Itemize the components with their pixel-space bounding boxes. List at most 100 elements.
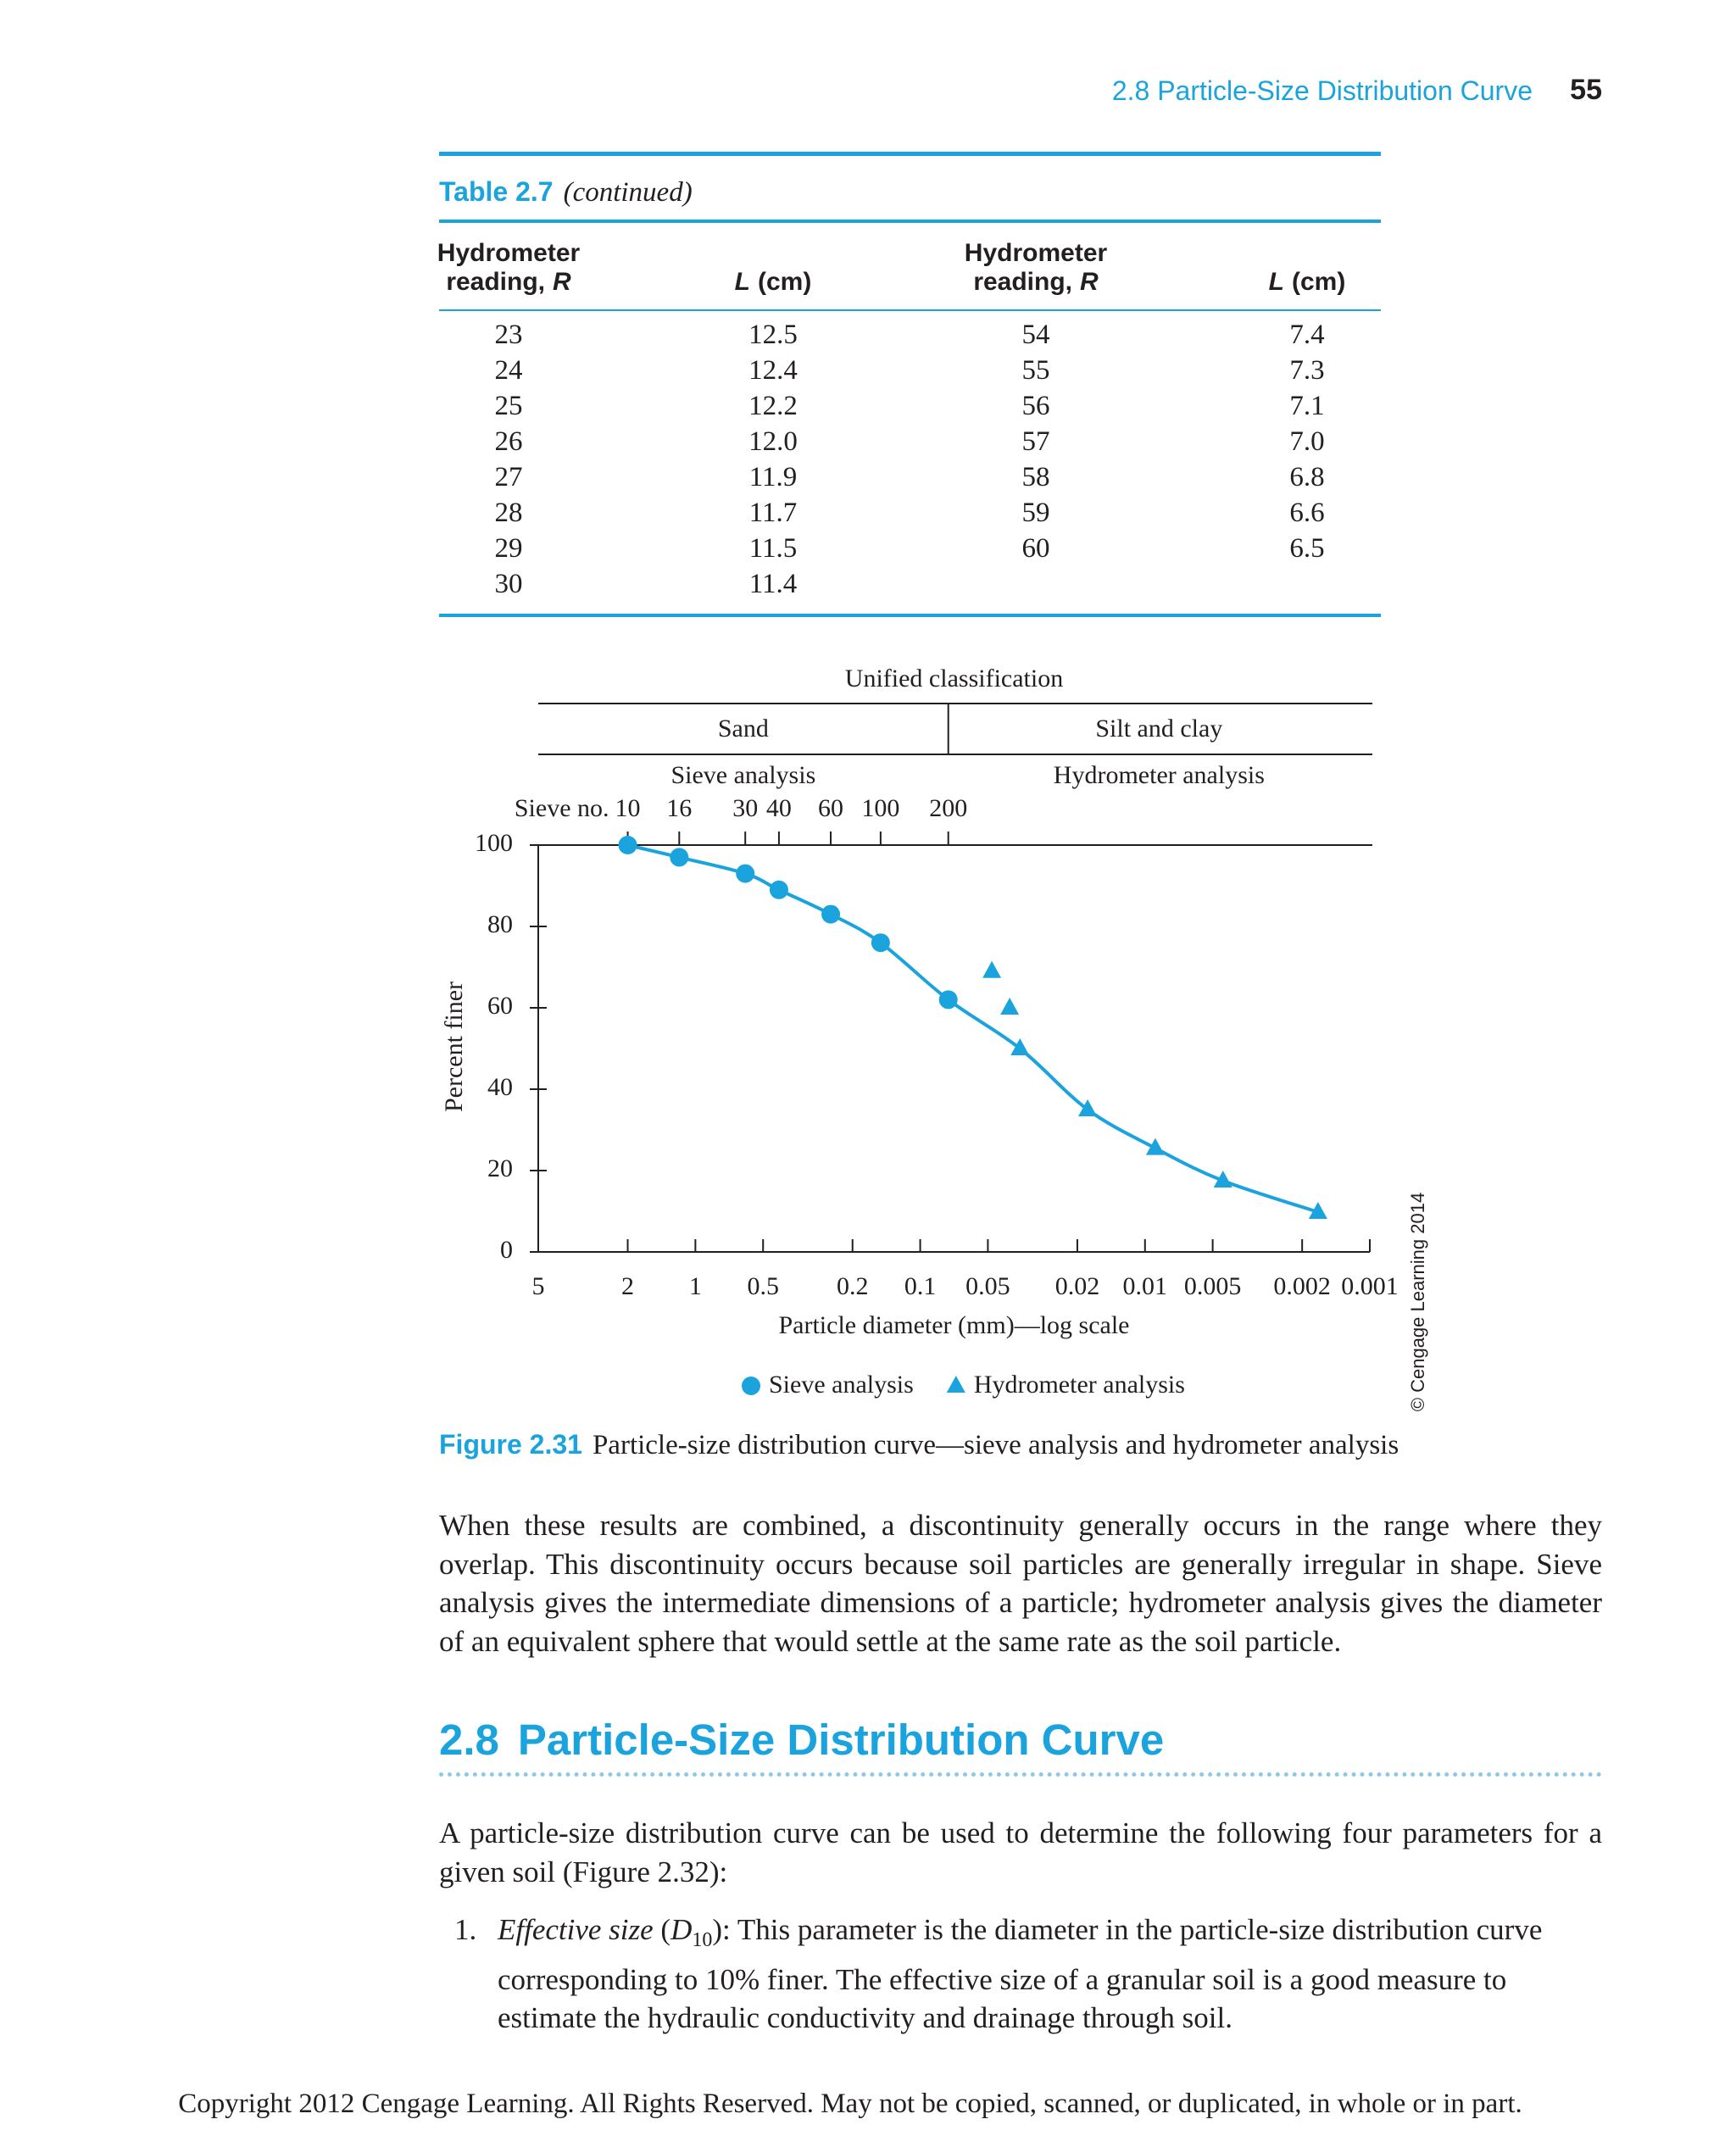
section-number: 2.8 — [439, 1716, 499, 1764]
data-point — [1078, 1099, 1098, 1116]
y-tick-label: 60 — [487, 992, 513, 1020]
table-cell: 11.7 — [748, 498, 798, 528]
y-tick-label: 40 — [487, 1073, 513, 1101]
classification-label: Hydrometer analysis — [1054, 761, 1265, 789]
figure-label: Figure 2.31 — [439, 1429, 582, 1460]
section-rule — [439, 1772, 1602, 1777]
running-head: 2.8 Particle-Size Distribution Curve — [1111, 75, 1533, 106]
sieve-tick-label: 60 — [818, 794, 843, 822]
data-point — [1000, 998, 1020, 1015]
sieve-label: Sieve no. — [515, 794, 609, 822]
legend-marker — [946, 1376, 965, 1393]
x-tick-label: 0.2 — [837, 1272, 869, 1300]
x-tick-label: 0.02 — [1055, 1272, 1100, 1300]
header-line: Hydrometer — [437, 239, 581, 267]
sieve-tick-label: 40 — [766, 794, 792, 822]
column-header: Hydrometer reading, R — [339, 239, 678, 297]
legend-label: Hydrometer analysis — [974, 1371, 1185, 1399]
table-cell: 11.9 — [748, 462, 798, 492]
header-text: reading, — [446, 268, 546, 296]
x-tick-label: 0.5 — [747, 1272, 779, 1300]
table-rule — [439, 220, 1381, 223]
list-paren: ( — [660, 1913, 671, 1946]
table-cell: 11.5 — [748, 533, 798, 564]
data-point — [821, 904, 841, 924]
footer: Copyright 2012 Cengage Learning. All Rig… — [178, 2089, 1522, 2119]
x-tick-label: 1 — [689, 1272, 702, 1300]
table-cell: 59 — [1021, 498, 1050, 528]
data-point — [1213, 1171, 1232, 1188]
header-symbol: R — [553, 268, 571, 296]
table-cell: 7.4 — [1289, 320, 1325, 350]
header-text: (cm) — [757, 268, 812, 296]
sieve-tick-label: 10 — [615, 794, 641, 822]
classification-title: Unified classification — [845, 665, 1063, 692]
paragraph: A particle-size distribution curve can b… — [439, 1816, 1602, 1888]
data-point — [1308, 1201, 1327, 1219]
table-cell: 7.0 — [1289, 426, 1325, 457]
table-cell: 30 — [494, 569, 523, 599]
table-cell: 12.4 — [748, 355, 798, 386]
table-cell: 28 — [494, 498, 523, 528]
sieve-tick-label: 200 — [929, 794, 967, 822]
data-point — [736, 864, 755, 883]
table-cell: 26 — [494, 426, 523, 457]
x-tick-label: 0.001 — [1341, 1272, 1399, 1300]
table-cell: 57 — [1021, 426, 1050, 457]
list-subscript: 10 — [692, 1929, 713, 1951]
header-symbol: R — [1080, 268, 1099, 296]
table-cell: 6.8 — [1289, 462, 1325, 492]
section-heading: 2.8 Particle-Size Distribution Curve — [439, 1714, 1164, 1766]
sieve-tick-label: 100 — [861, 794, 899, 822]
table-cell: 12.2 — [748, 391, 798, 421]
table-cell: 55 — [1021, 355, 1050, 386]
classification-label: Sieve analysis — [670, 761, 815, 789]
list-item: Effective size (D10): This parameter is … — [498, 1911, 1564, 2038]
table-rule — [439, 152, 1381, 156]
table-cell: 6.6 — [1289, 498, 1325, 528]
data-point — [618, 836, 637, 854]
x-tick-label: 0.1 — [904, 1272, 937, 1300]
fitted-curve — [627, 843, 1319, 1214]
data-point — [982, 960, 1002, 978]
y-tick-label: 80 — [487, 910, 513, 938]
x-tick-label: 0.005 — [1184, 1272, 1242, 1300]
table-rule — [439, 309, 1381, 311]
table-cell: 12.0 — [748, 426, 798, 457]
legend-marker — [742, 1377, 760, 1395]
list-number: 1. — [454, 1913, 477, 1946]
table-cell: 7.3 — [1289, 355, 1325, 386]
x-tick-label: 0.05 — [965, 1272, 1010, 1300]
x-tick-label: 0.01 — [1123, 1272, 1168, 1300]
x-tick-label: 0.002 — [1273, 1272, 1331, 1300]
classification-label: Sand — [718, 715, 769, 743]
header-symbol: L — [734, 268, 750, 296]
table-cell: 25 — [494, 391, 523, 421]
table-cell: 29 — [494, 533, 523, 564]
table-cell: 56 — [1021, 391, 1050, 421]
list-symbol: D — [670, 1913, 693, 1946]
table-label: Table 2.7 — [439, 176, 554, 207]
figure-caption: Figure 2.31 Particle-size distribution c… — [439, 1427, 1399, 1467]
table-rule — [439, 614, 1381, 617]
column-header: L (cm) — [604, 268, 943, 297]
table-cell: 27 — [494, 462, 523, 492]
data-point — [769, 880, 788, 899]
figure-caption-text: Particle-size distribution curve—sieve a… — [592, 1430, 1399, 1460]
sieve-tick-label: 30 — [732, 794, 758, 822]
table-cell: 24 — [494, 355, 523, 386]
y-tick-label: 20 — [487, 1154, 513, 1182]
table-cell: 11.4 — [748, 569, 798, 599]
header-line: reading, R — [339, 268, 678, 297]
table-cell: 60 — [1021, 533, 1050, 564]
header-symbol: L — [1268, 268, 1284, 296]
data-point — [1145, 1137, 1165, 1155]
header-text: (cm) — [1291, 268, 1346, 296]
sieve-tick-label: 16 — [666, 794, 692, 822]
table-title: Table 2.7 (continued) — [439, 175, 693, 214]
header-line: reading, R — [866, 268, 1205, 297]
paragraph: When these results are combined, a disco… — [439, 1509, 1602, 1658]
table-cell: 23 — [494, 320, 523, 350]
